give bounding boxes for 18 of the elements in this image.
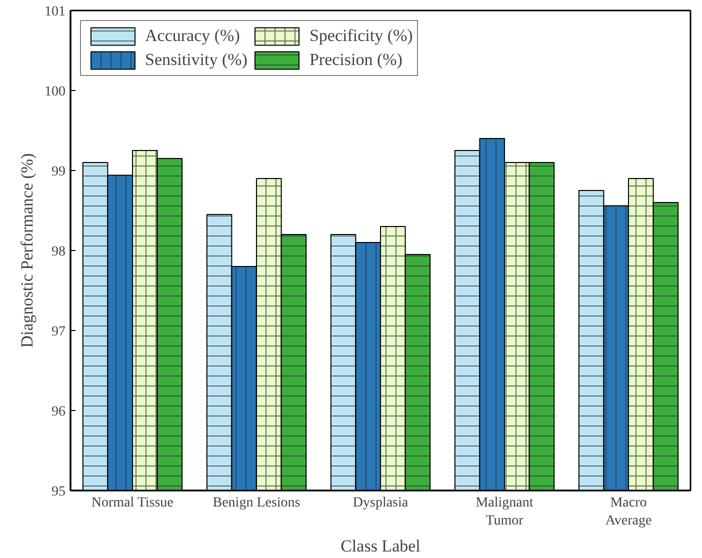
y-tick-label: 98	[52, 244, 66, 260]
y-tick-label: 95	[52, 484, 66, 500]
y-tick-label: 99	[52, 164, 66, 180]
legend-label: Sensitivity (%)	[145, 50, 248, 70]
y-axis-title: Diagnostic Performance (%)	[18, 153, 36, 348]
x-tick-label: Macro Average	[605, 496, 652, 528]
x-axis-title: Class Label	[340, 536, 421, 556]
x-tick-label: Benign Lesions	[212, 496, 300, 510]
x-tick-label: Normal Tissue	[91, 496, 174, 510]
y-tick-label: 101	[44, 4, 66, 20]
y-tick-label: 97	[52, 324, 66, 340]
legend-label: Precision (%)	[309, 50, 402, 70]
y-tick-label: 96	[52, 404, 66, 420]
x-tick-label: Dysplasia	[352, 496, 409, 510]
legend-label: Accuracy (%)	[145, 26, 240, 46]
y-tick-label: 100	[44, 84, 66, 100]
x-tick-label: Malignant Tumor	[476, 496, 534, 528]
legend-label: Specificity (%)	[309, 26, 413, 46]
